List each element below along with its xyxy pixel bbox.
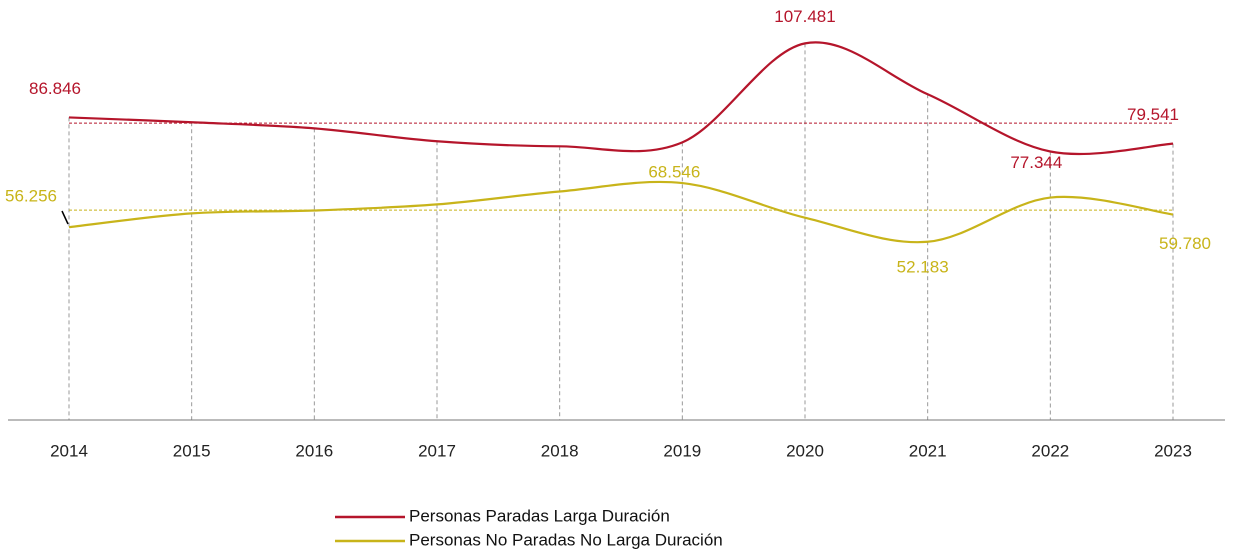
data-label: 77.344: [1010, 153, 1062, 172]
x-tick-label: 2021: [909, 441, 947, 460]
x-tick-label: 2020: [786, 441, 824, 460]
legend-label: Personas Paradas Larga Duración: [409, 506, 670, 525]
data-label: 68.546: [648, 163, 700, 182]
data-label: 52.183: [897, 257, 949, 276]
x-tick-label: 2022: [1031, 441, 1069, 460]
x-tick-label: 2017: [418, 441, 456, 460]
x-tick-label: 2023: [1154, 441, 1192, 460]
data-label: 56.256: [5, 187, 57, 206]
x-tick-label: 2014: [50, 441, 88, 460]
x-tick-label: 2015: [173, 441, 211, 460]
series-line: [68, 180, 1174, 244]
data-label: 79.541: [1127, 105, 1179, 124]
x-tick-label: 2016: [295, 441, 333, 460]
label-leader: [61, 210, 69, 225]
series-line: [68, 41, 1174, 156]
data-label: 107.481: [774, 7, 835, 26]
x-tick-label: 2018: [541, 441, 579, 460]
x-tick-label: 2019: [663, 441, 701, 460]
data-label: 59.780: [1159, 234, 1211, 253]
data-label: 86.846: [29, 79, 81, 98]
legend-label: Personas No Paradas No Larga Duración: [409, 530, 723, 549]
